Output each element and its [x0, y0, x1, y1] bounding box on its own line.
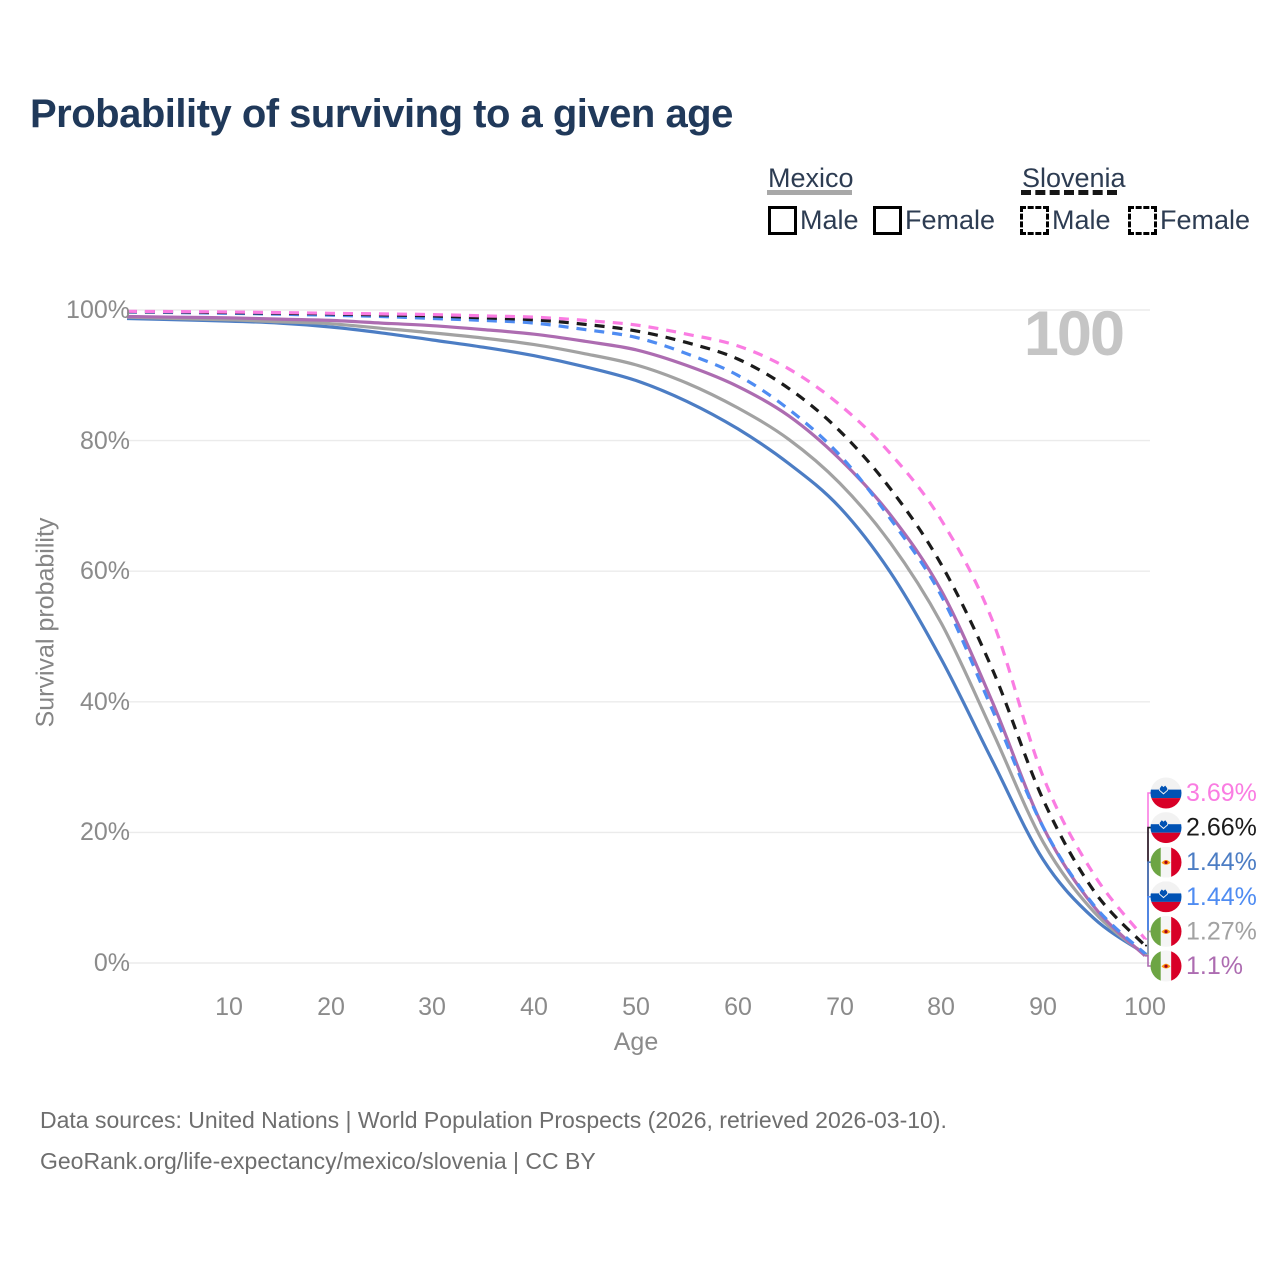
slovenia-flag-icon [1150, 812, 1182, 844]
y-tick-label: 0% [93, 949, 130, 977]
slovenia-flag-icon [1150, 777, 1182, 809]
mexico-flag-icon [1150, 950, 1182, 982]
slovenia-female-checkbox[interactable] [1128, 206, 1157, 235]
y-tick-label: 40% [79, 688, 130, 716]
mexico-female-checkbox[interactable] [873, 206, 902, 235]
end-label-value: 2.66% [1186, 814, 1257, 842]
x-tick-label: 60 [724, 993, 752, 1021]
slovenia-male-checkbox[interactable] [1020, 206, 1049, 235]
page-title: Probability of surviving to a given age [30, 92, 733, 136]
y-tick-label: 100% [66, 296, 130, 324]
age-watermark: 100 [1023, 299, 1125, 369]
x-tick-label: 50 [622, 993, 650, 1021]
mexico-male-checkbox[interactable] [768, 206, 797, 235]
mexico-female-label[interactable]: Female [905, 205, 996, 235]
curve-slovenia-female[interactable] [126, 309, 1147, 940]
data-source-note: Data sources: United Nations | World Pop… [40, 1107, 947, 1133]
x-tick-label: 10 [215, 993, 243, 1021]
x-tick-label: 40 [520, 993, 548, 1021]
mexico-male-label[interactable]: Male [800, 205, 859, 235]
y-tick-label: 80% [79, 427, 130, 455]
curve-mexico-total[interactable] [126, 315, 1147, 956]
curve-mexico-female[interactable] [126, 314, 1147, 957]
x-tick-label: 100 [1124, 993, 1166, 1021]
y-tick-label: 20% [79, 818, 130, 846]
mexico-total-line-swatch [767, 190, 852, 195]
mexico-flag-icon [1150, 915, 1182, 947]
x-tick-label: 20 [317, 993, 345, 1021]
legend-group-mexico-label: Mexico [768, 163, 854, 193]
curve-slovenia-total[interactable] [126, 310, 1147, 947]
x-tick-label: 30 [418, 993, 446, 1021]
slovenia-flag-icon [1150, 881, 1182, 913]
end-label-value: 1.1% [1186, 952, 1243, 980]
legend-group-slovenia-label: Slovenia [1022, 163, 1126, 193]
curve-slovenia-male[interactable] [126, 310, 1147, 955]
slovenia-female-label[interactable]: Female [1160, 205, 1251, 235]
slovenia-male-label[interactable]: Male [1052, 205, 1111, 235]
end-label-value: 3.69% [1186, 779, 1257, 807]
x-tick-label: 80 [927, 993, 955, 1021]
end-label-value: 1.27% [1186, 917, 1257, 945]
end-label-value: 1.44% [1186, 883, 1257, 911]
curve-mexico-male[interactable] [126, 316, 1146, 955]
slovenia-total-line-swatch [1021, 190, 1117, 195]
end-label-connector [1145, 861, 1153, 955]
y-tick-label: 60% [79, 557, 130, 585]
x-tick-label: 70 [826, 993, 854, 1021]
x-tick-label: 90 [1029, 993, 1057, 1021]
end-label-value: 1.44% [1186, 848, 1257, 876]
attribution-note: GeoRank.org/life-expectancy/mexico/slove… [40, 1148, 596, 1174]
mexico-flag-icon [1150, 846, 1182, 878]
x-axis-title: Age [613, 1028, 659, 1056]
